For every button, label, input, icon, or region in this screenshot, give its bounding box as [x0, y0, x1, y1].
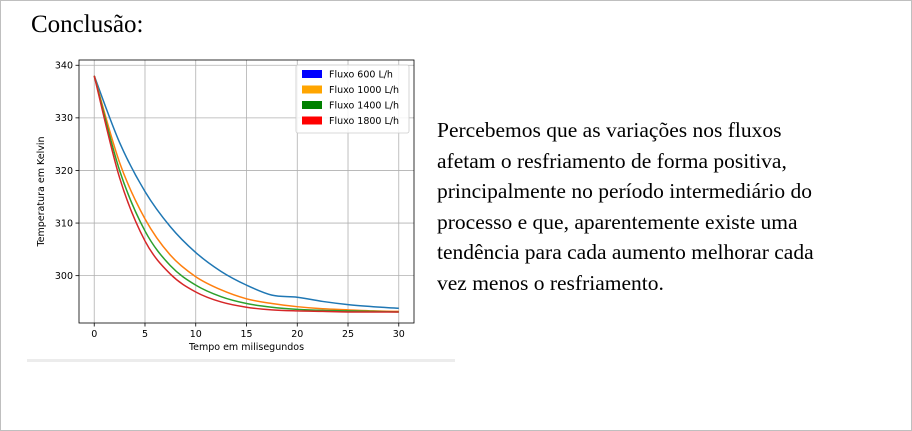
conclusion-line: principalmente no período intermediário …: [437, 179, 812, 203]
legend-label: Fluxo 1400 L/h: [329, 101, 399, 112]
conclusion-line: afetam o resfriamento de forma positiva,: [437, 148, 787, 173]
y-tick-label: 300: [55, 271, 73, 282]
slide-title: Conclusão:: [31, 11, 144, 38]
x-tick-label: 25: [342, 329, 354, 340]
y-axis-label: Temperatura em Kelvin: [36, 136, 47, 247]
x-tick-label: 15: [240, 329, 252, 340]
x-tick-label: 5: [142, 329, 148, 340]
y-tick-label: 320: [55, 166, 73, 177]
legend-box: [295, 64, 410, 134]
legend-swatch: [302, 85, 322, 94]
legend-swatch: [302, 70, 322, 78]
conclusion-line: processo e que, aparentemente existe uma: [437, 209, 798, 234]
series-lines: [93, 75, 399, 313]
y-tick-label: 310: [55, 218, 73, 229]
x-tick-label: 30: [393, 329, 405, 340]
x-axis-label: Tempo em milisegundos: [188, 342, 304, 353]
legend-swatch: [302, 116, 322, 125]
conclusion-text: Percebemos que as variações nos fluxos af…: [437, 115, 907, 298]
legend: Fluxo 600 L/h Fluxo 1000 L/h Fluxo 1400 L/…: [295, 64, 410, 134]
conclusion-line: vez menos o resfriamento.: [437, 270, 664, 295]
chart-svg: 0 5 10 15 20 25 30 300 310 320 330 340 Tempo em mil…: [36, 59, 415, 353]
conclusion-line: Percebemos que as variações nos fluxos: [437, 118, 782, 142]
figure-shadow: [27, 359, 455, 362]
legend-label: Fluxo 600 L/h: [329, 70, 393, 81]
x-tick-label: 10: [190, 329, 202, 340]
axis-ticks: 0 5 10 15 20 25 30 300 310 320 330 340: [55, 61, 405, 340]
series-line: [93, 75, 399, 310]
temperature-chart: 0 5 10 15 20 25 30 300 310 320 330 340 Tempo em mil…: [27, 56, 455, 361]
legend-label: Fluxo 1800 L/h: [329, 116, 399, 127]
legend-swatch: [302, 101, 322, 109]
y-tick-label: 340: [55, 61, 73, 72]
conclusion-line: tendência para cada aumento melhorar cad…: [437, 240, 814, 264]
series-line: [93, 75, 399, 313]
x-tick-label: 0: [91, 329, 97, 340]
y-tick-label: 330: [55, 113, 73, 124]
x-tick-label: 20: [291, 329, 303, 340]
legend-label: Fluxo 1000 L/h: [329, 85, 399, 96]
series-line: [93, 75, 399, 313]
series-line: [93, 75, 399, 313]
